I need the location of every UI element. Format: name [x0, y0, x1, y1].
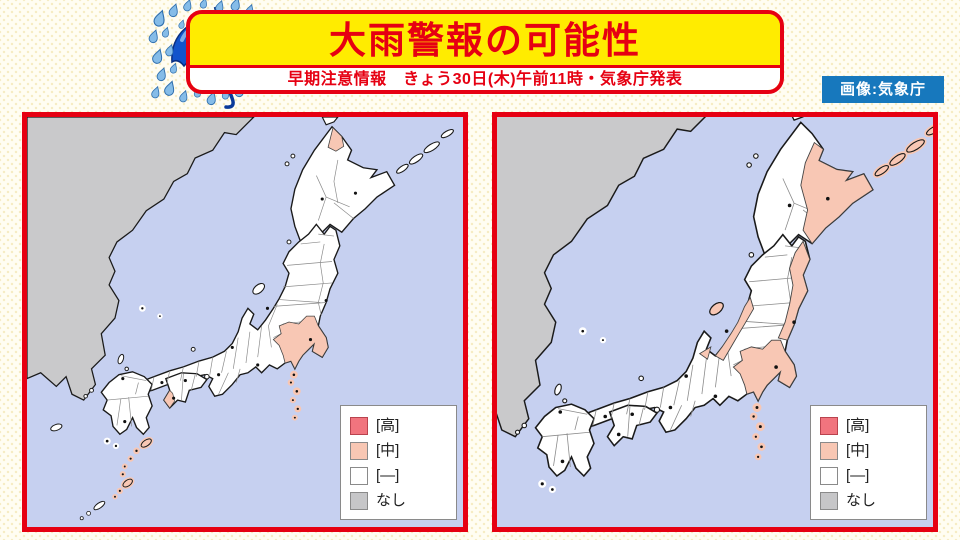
legend-label: [高] — [846, 416, 870, 434]
legend-label: [高] — [376, 416, 400, 434]
legend-label: なし — [376, 491, 407, 509]
map-left-japan-wide: [高] [中] [—] なし — [22, 112, 468, 532]
header-banner: 大雨警報の可能性 早期注意情報 きょう30日(木)午前11時・気象庁発表 — [186, 10, 784, 94]
kuril-pink-outline — [874, 124, 933, 177]
credit-badge: 画像:気象庁 — [822, 76, 944, 103]
legend-row: [中] — [350, 438, 450, 463]
legend-label: [—] — [846, 466, 870, 484]
legend-swatch-medium — [820, 441, 838, 460]
map-right-east-japan: [高] [中] [—] なし — [492, 112, 938, 532]
legend-swatch-high — [350, 416, 368, 435]
legend-row: なし — [820, 488, 920, 513]
page-subtitle: 早期注意情報 きょう30日(木)午前11時・気象庁発表 — [190, 65, 780, 90]
legend-swatch-none — [820, 466, 838, 485]
legend-swatch-medium — [350, 441, 368, 460]
legend-label: なし — [846, 491, 877, 509]
amami-chain-pink — [112, 436, 154, 500]
legend-label: [中] — [376, 441, 400, 459]
warning-medium-overlay-left — [112, 126, 345, 500]
legend-swatch-nashi — [350, 491, 368, 510]
legend-left: [高] [中] [—] なし — [340, 405, 457, 520]
legend-label: [中] — [846, 441, 870, 459]
legend-row: [高] — [350, 413, 450, 438]
legend-row: なし — [350, 488, 450, 513]
legend-swatch-none — [350, 466, 368, 485]
legend-swatch-high — [820, 416, 838, 435]
page-title: 大雨警報の可能性 — [190, 14, 780, 65]
legend-label: [—] — [376, 466, 400, 484]
legend-row: [—] — [350, 463, 450, 488]
warning-medium-overlay-right — [698, 123, 933, 461]
legend-row: [中] — [820, 438, 920, 463]
legend-swatch-nashi — [820, 491, 838, 510]
legend-row: [—] — [820, 463, 920, 488]
legend-row: [高] — [820, 413, 920, 438]
legend-right: [高] [中] [—] なし — [810, 405, 927, 520]
